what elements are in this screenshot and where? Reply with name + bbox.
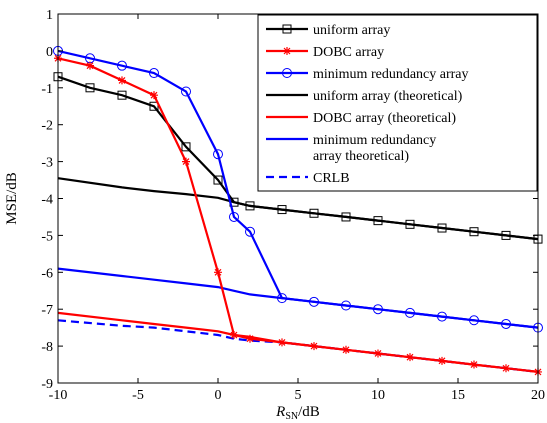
series-layer <box>53 45 543 376</box>
square-marker <box>245 201 255 211</box>
square-marker <box>309 208 319 218</box>
star-marker <box>374 349 382 358</box>
circle-marker <box>117 60 127 71</box>
circle-marker <box>213 149 223 160</box>
x-tick-label: 10 <box>371 388 385 403</box>
y-tick-label: -8 <box>41 340 53 355</box>
x-axis-title-subscript: SN <box>285 411 298 422</box>
square-marker <box>181 142 191 152</box>
star-marker <box>230 331 238 340</box>
legend-entry: uniform array <box>266 23 390 38</box>
star-marker <box>86 61 94 70</box>
star-marker <box>502 364 510 373</box>
square-marker <box>437 223 447 233</box>
legend-label: minimum redundancy array <box>313 67 469 82</box>
star-marker <box>246 334 254 343</box>
star-marker <box>214 268 222 277</box>
circle-marker <box>373 304 383 315</box>
square-marker <box>149 101 159 111</box>
y-tick-label: -7 <box>41 303 53 318</box>
series-line <box>57 75 539 241</box>
star-marker <box>150 91 158 100</box>
y-tick-label: -9 <box>41 377 53 392</box>
circle-marker <box>437 311 447 322</box>
circle-marker <box>181 86 191 97</box>
star-marker <box>342 345 350 354</box>
legend-box <box>257 14 538 192</box>
star-marker <box>310 342 318 351</box>
square-marker <box>282 24 292 34</box>
star-marker <box>438 356 446 365</box>
circle-marker <box>309 296 319 307</box>
legend-entry: CRLB <box>266 171 350 186</box>
legend: uniform array DOBC array minimum redundanc… <box>257 14 538 192</box>
square-marker <box>85 83 95 93</box>
legend-label: CRLB <box>313 171 350 186</box>
y-tick-label: -3 <box>41 156 53 171</box>
circle-marker <box>282 68 292 78</box>
x-tick-label: -5 <box>132 388 144 403</box>
legend-label: uniform array (theoretical) <box>313 89 463 104</box>
star-marker <box>283 47 291 55</box>
circle-marker <box>501 318 511 329</box>
square-marker <box>277 205 287 215</box>
circle-marker <box>341 300 351 311</box>
x-tick-label: 20 <box>531 388 545 403</box>
star-marker <box>470 360 478 369</box>
x-tick-label: -10 <box>49 388 68 403</box>
square-marker <box>117 90 127 100</box>
star-marker <box>278 338 286 347</box>
legend-label: array theoretical) <box>313 149 409 164</box>
circle-marker <box>277 293 287 304</box>
legend-entry: minimum redundancy array <box>266 67 469 82</box>
circle-marker <box>229 211 239 222</box>
legend-label: uniform array <box>313 23 390 38</box>
star-marker <box>118 76 126 85</box>
y-tick-label: -2 <box>41 119 53 134</box>
circle-marker <box>405 307 415 318</box>
legend-entry: uniform array (theoretical) <box>266 89 463 104</box>
square-marker <box>469 227 479 237</box>
series-line <box>57 49 539 329</box>
y-tick-label: -4 <box>41 193 53 208</box>
legend-label: DOBC array (theoretical) <box>313 111 456 126</box>
x-tick-label: 15 <box>451 388 465 403</box>
x-axis-title: RSN/dB <box>275 404 320 422</box>
series-1 <box>54 54 542 376</box>
square-marker <box>501 230 511 240</box>
legend-label: minimum redundancy <box>313 133 436 148</box>
star-marker <box>182 157 190 166</box>
square-marker <box>405 219 415 229</box>
square-marker <box>341 212 351 222</box>
y-tick-label: -5 <box>41 229 53 244</box>
y-axis-title: MSE/dB <box>4 172 20 225</box>
y-tick-label: -1 <box>41 82 53 97</box>
legend-label: DOBC array <box>313 45 384 60</box>
legend-entry: DOBC array (theoretical) <box>266 111 456 126</box>
y-tick-label: 1 <box>46 8 53 23</box>
y-tick-label: 0 <box>46 45 53 60</box>
x-axis-title-symbol: R <box>275 404 285 420</box>
x-axis-title-unit: /dB <box>298 404 320 420</box>
x-tick-label: 0 <box>215 388 222 403</box>
star-marker <box>406 353 414 362</box>
y-tick-label: -6 <box>41 266 53 281</box>
circle-marker <box>469 315 479 326</box>
circle-marker <box>149 68 159 79</box>
x-tick-label: 5 <box>295 388 302 403</box>
square-marker <box>373 216 383 226</box>
square-marker <box>213 175 223 185</box>
circle-marker <box>245 226 255 237</box>
legend-entry: DOBC array <box>266 45 384 60</box>
